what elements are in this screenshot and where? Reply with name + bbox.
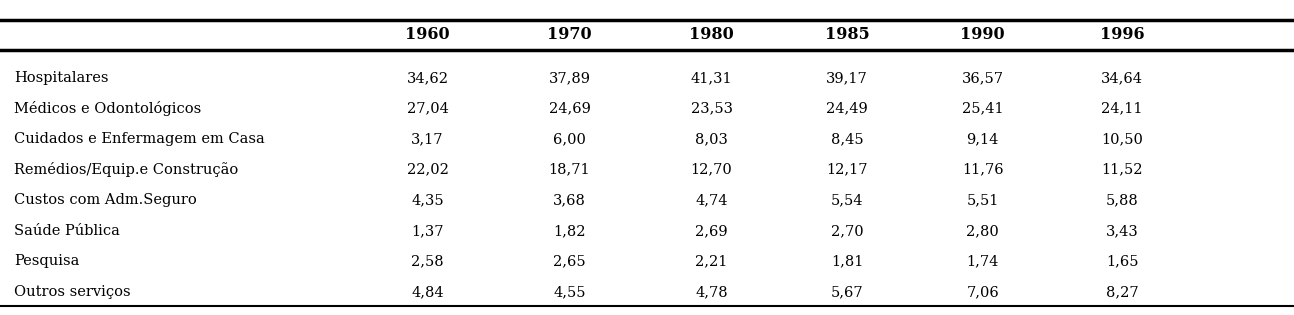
Text: Outros serviços: Outros serviços [14, 285, 131, 299]
Text: 7,06: 7,06 [967, 285, 999, 299]
Text: 24,49: 24,49 [827, 101, 868, 116]
Text: 2,80: 2,80 [967, 224, 999, 238]
Text: 27,04: 27,04 [406, 101, 449, 116]
Text: 4,78: 4,78 [695, 285, 727, 299]
Text: Remédios/Equip.e Construção: Remédios/Equip.e Construção [14, 162, 238, 177]
Text: 4,35: 4,35 [411, 193, 444, 207]
Text: 2,70: 2,70 [831, 224, 863, 238]
Text: 5,67: 5,67 [831, 285, 863, 299]
Text: 24,11: 24,11 [1101, 101, 1143, 116]
Text: 34,64: 34,64 [1101, 71, 1143, 85]
Text: 6,00: 6,00 [553, 132, 586, 146]
Text: 12,17: 12,17 [827, 163, 868, 177]
Text: 8,03: 8,03 [695, 132, 729, 146]
Text: 1985: 1985 [824, 26, 870, 43]
Text: 1960: 1960 [405, 26, 450, 43]
Text: 2,65: 2,65 [554, 255, 586, 268]
Text: 8,45: 8,45 [831, 132, 863, 146]
Text: 39,17: 39,17 [827, 71, 868, 85]
Text: 5,51: 5,51 [967, 193, 999, 207]
Text: Saúde Pública: Saúde Pública [14, 224, 120, 238]
Text: 4,74: 4,74 [695, 193, 727, 207]
Text: 3,68: 3,68 [553, 193, 586, 207]
Text: 2,21: 2,21 [695, 255, 727, 268]
Text: Pesquisa: Pesquisa [14, 255, 80, 268]
Text: 5,88: 5,88 [1106, 193, 1139, 207]
Text: 3,17: 3,17 [411, 132, 444, 146]
Text: 2,58: 2,58 [411, 255, 444, 268]
Text: 8,27: 8,27 [1106, 285, 1139, 299]
Text: 4,55: 4,55 [554, 285, 586, 299]
Text: 1,74: 1,74 [967, 255, 999, 268]
Text: Hospitalares: Hospitalares [14, 71, 109, 85]
Text: 23,53: 23,53 [691, 101, 732, 116]
Text: 1,82: 1,82 [554, 224, 586, 238]
Text: 10,50: 10,50 [1101, 132, 1143, 146]
Text: 1970: 1970 [547, 26, 591, 43]
Text: 41,31: 41,31 [691, 71, 732, 85]
Text: 12,70: 12,70 [691, 163, 732, 177]
Text: 11,52: 11,52 [1101, 163, 1143, 177]
Text: 22,02: 22,02 [406, 163, 449, 177]
Text: 37,89: 37,89 [549, 71, 590, 85]
Text: 36,57: 36,57 [961, 71, 1004, 85]
Text: 1,37: 1,37 [411, 224, 444, 238]
Text: 1980: 1980 [690, 26, 734, 43]
Text: Cuidados e Enfermagem em Casa: Cuidados e Enfermagem em Casa [14, 132, 265, 146]
Text: 1,65: 1,65 [1106, 255, 1139, 268]
Text: 24,69: 24,69 [549, 101, 590, 116]
Text: 25,41: 25,41 [961, 101, 1004, 116]
Text: 18,71: 18,71 [549, 163, 590, 177]
Text: 2,69: 2,69 [695, 224, 727, 238]
Text: 34,62: 34,62 [406, 71, 449, 85]
Text: 11,76: 11,76 [961, 163, 1004, 177]
Text: 1996: 1996 [1100, 26, 1144, 43]
Text: 5,54: 5,54 [831, 193, 863, 207]
Text: 4,84: 4,84 [411, 285, 444, 299]
Text: Custos com Adm.Seguro: Custos com Adm.Seguro [14, 193, 197, 207]
Text: 9,14: 9,14 [967, 132, 999, 146]
Text: 1,81: 1,81 [831, 255, 863, 268]
Text: Médicos e Odontológicos: Médicos e Odontológicos [14, 101, 202, 116]
Text: 1990: 1990 [960, 26, 1005, 43]
Text: 3,43: 3,43 [1106, 224, 1139, 238]
